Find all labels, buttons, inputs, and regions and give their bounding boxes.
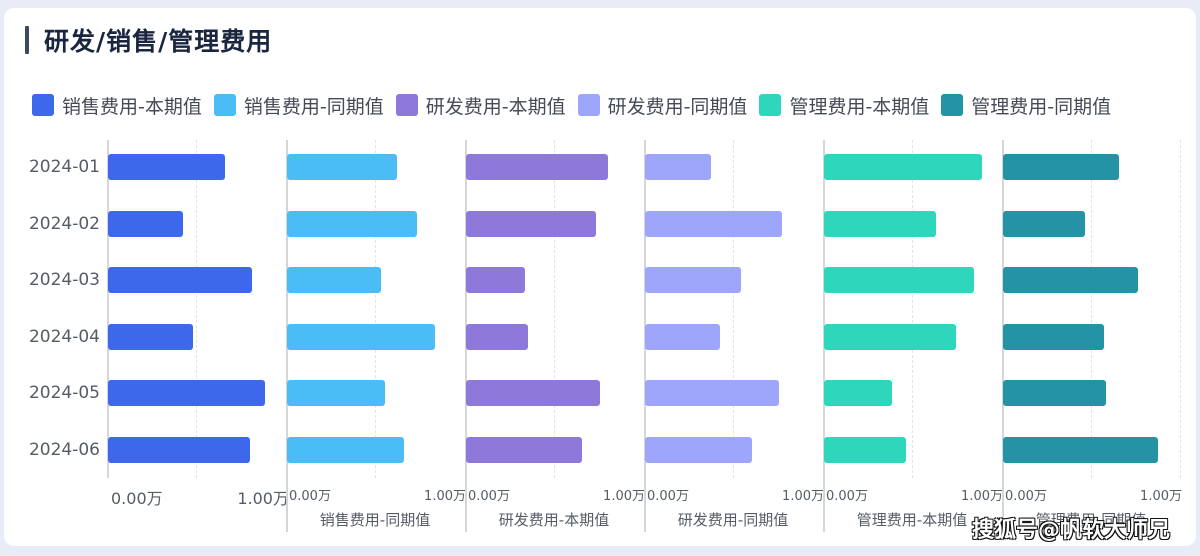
bar[interactable] [824, 154, 982, 180]
chart-title: 研发/销售/管理费用 [44, 27, 273, 56]
x-tick-min: 0.00万 [289, 489, 331, 504]
x-tick-max: 1.00万 [237, 489, 289, 508]
panel-5: 0.00万 1.00万管理费用-本期值 [823, 140, 1003, 532]
bar[interactable] [824, 380, 892, 406]
bar[interactable] [466, 380, 600, 406]
legend-swatch-icon [213, 94, 236, 116]
y-axis-label: 2024-05 [28, 383, 100, 403]
panel-1: 0.00万 1.00万 [107, 140, 289, 508]
x-axis-title: 研发费用-本期值 [498, 511, 610, 529]
legend-label: 研发费用-本期值 [425, 95, 566, 118]
bar[interactable] [108, 380, 265, 406]
x-tick-max: 1.00万 [603, 489, 645, 504]
title-accent-bar [25, 26, 29, 54]
bar[interactable] [466, 267, 525, 293]
bar[interactable] [1003, 436, 1158, 463]
bar[interactable] [824, 436, 906, 463]
bar[interactable] [645, 210, 782, 237]
bar[interactable] [466, 323, 528, 350]
y-axis-label: 2024-01 [28, 157, 100, 177]
bar[interactable] [1003, 323, 1104, 350]
legend-label: 销售费用-同期值 [243, 95, 384, 118]
panel-4: 0.00万 1.00万研发费用-同期值 [644, 140, 824, 532]
bar[interactable] [645, 267, 741, 293]
y-axis-label: 2024-03 [28, 270, 100, 290]
bar[interactable] [108, 154, 225, 180]
bar[interactable] [108, 436, 250, 463]
gridline [554, 140, 555, 478]
legend-item[interactable]: 销售费用-本期值 [32, 92, 202, 119]
panel-6: 0.00万 1.00万管理费用-同期值 [1002, 140, 1182, 532]
legend-label: 管理费用-同期值 [971, 95, 1112, 118]
panel-2: 0.00万 1.00万销售费用-同期值 [286, 140, 466, 532]
legend-item[interactable]: 销售费用-同期值 [213, 92, 384, 119]
legend-swatch-icon [32, 94, 54, 116]
y-axis-label: 2024-02 [28, 213, 100, 234]
legend-item[interactable]: 管理费用-同期值 [941, 92, 1111, 119]
gridline [375, 140, 376, 478]
bar[interactable] [645, 323, 720, 350]
y-axis-label: 2024-04 [28, 326, 100, 347]
x-tick-min: 0.00万 [826, 489, 868, 504]
gridline [1180, 140, 1181, 478]
x-tick-min: 0.00万 [1005, 489, 1047, 504]
bar[interactable] [645, 436, 752, 463]
x-tick-max: 1.00万 [1140, 489, 1182, 504]
bar[interactable] [645, 380, 779, 406]
gridline [733, 140, 734, 478]
bar[interactable] [1003, 267, 1138, 293]
x-axis-title: 管理费用-本期值 [856, 511, 968, 529]
bar[interactable] [287, 380, 385, 406]
bar[interactable] [108, 323, 193, 350]
y-axis-line [107, 140, 109, 478]
legend-item[interactable]: 管理费用-本期值 [759, 92, 929, 119]
bar[interactable] [287, 267, 381, 293]
gridline [196, 140, 197, 478]
bar[interactable] [287, 154, 397, 180]
bar[interactable] [1003, 380, 1106, 406]
x-axis-title: 销售费用-同期值 [319, 511, 431, 529]
bar[interactable] [466, 154, 608, 180]
bar[interactable] [287, 436, 404, 463]
x-tick-min: 0.00万 [468, 489, 510, 504]
bar[interactable] [466, 436, 582, 463]
bar[interactable] [287, 323, 435, 350]
x-tick-max: 1.00万 [961, 489, 1003, 504]
bar[interactable] [108, 210, 183, 237]
bar[interactable] [824, 323, 956, 350]
bar[interactable] [824, 210, 936, 237]
bar[interactable] [1003, 210, 1085, 237]
bar[interactable] [466, 210, 596, 237]
panel-3: 0.00万 1.00万研发费用-本期值 [465, 140, 645, 532]
bar[interactable] [287, 210, 417, 237]
x-axis-title: 管理费用-同期值 [1035, 511, 1147, 529]
gridline [912, 140, 913, 478]
legend-swatch-icon [941, 94, 964, 116]
legend-label: 销售费用-本期值 [62, 95, 202, 118]
legend-item[interactable]: 研发费用-同期值 [577, 92, 748, 119]
legend-swatch-icon [395, 94, 418, 116]
legend-label: 研发费用-同期值 [607, 95, 748, 118]
x-tick-min: 0.00万 [647, 489, 689, 504]
bar[interactable] [108, 267, 252, 293]
legend-swatch-icon [759, 94, 782, 116]
legend-label: 管理费用-本期值 [789, 95, 930, 118]
x-axis-title: 研发费用-同期值 [677, 511, 789, 529]
x-tick-max: 1.00万 [424, 489, 466, 504]
x-tick-min: 0.00万 [111, 489, 163, 508]
watermark: 搜狐号@帆软大师兄 [971, 518, 1170, 543]
x-tick-max: 1.00万 [782, 489, 824, 504]
bar[interactable] [645, 154, 711, 180]
bar[interactable] [824, 267, 974, 293]
bar[interactable] [1003, 154, 1119, 180]
legend-swatch-icon [577, 94, 600, 116]
y-axis-label: 2024-06 [28, 439, 100, 460]
gridline [1091, 140, 1092, 478]
legend: 销售费用-本期值 销售费用-同期值 研发费用-本期值 研发费用-同期值 管理费用-本期值… [32, 92, 1123, 118]
legend-item[interactable]: 研发费用-本期值 [395, 92, 566, 119]
